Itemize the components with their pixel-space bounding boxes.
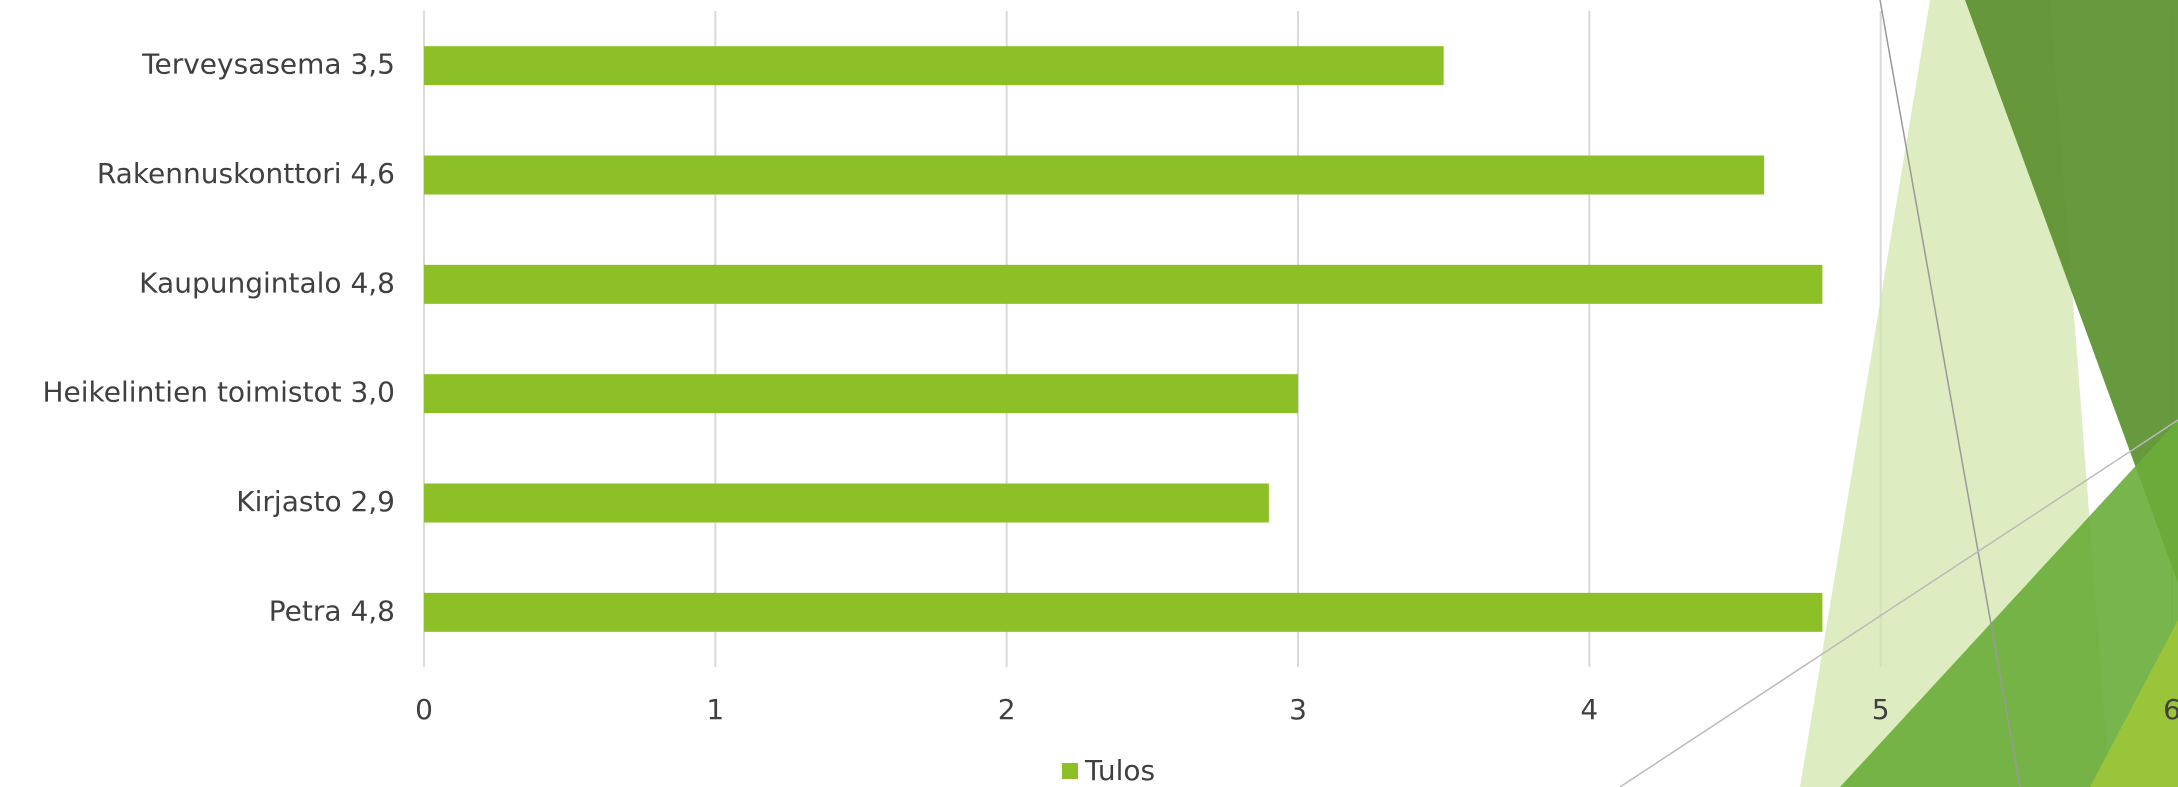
y-tick-label: Terveysasema 3,5 [141, 48, 395, 81]
y-tick-label: Kirjasto 2,9 [236, 485, 395, 518]
x-tick-label: 2 [998, 693, 1016, 726]
x-tick-label: 6 [2163, 693, 2178, 726]
bar [424, 156, 1764, 195]
x-tick-label: 0 [415, 693, 433, 726]
x-tick-label: 1 [706, 693, 724, 726]
bar [424, 374, 1298, 413]
bar [424, 593, 1822, 632]
y-tick-label: Rakennuskonttori 4,6 [97, 157, 395, 190]
y-tick-label: Kaupungintalo 4,8 [139, 266, 395, 299]
page: 0 1 2 3 4 5 6 Terveysasema 3,5 Rakennuskonttori … [0, 0, 2178, 787]
x-tick-label: 4 [1580, 693, 1598, 726]
legend-label: Tulos [1084, 754, 1155, 787]
x-tick-label: 5 [1872, 693, 1890, 726]
decoration [1620, 0, 2178, 787]
chart: 0 1 2 3 4 5 6 Terveysasema 3,5 Rakennuskonttori … [0, 0, 2178, 787]
y-tick-label: Petra 4,8 [269, 594, 395, 627]
bar [424, 484, 1269, 523]
x-tick-label: 3 [1289, 693, 1307, 726]
y-tick-label: Heikelintien toimistot 3,0 [43, 376, 396, 409]
legend-swatch [1062, 763, 1078, 779]
bar [424, 265, 1822, 304]
bar [424, 46, 1444, 85]
